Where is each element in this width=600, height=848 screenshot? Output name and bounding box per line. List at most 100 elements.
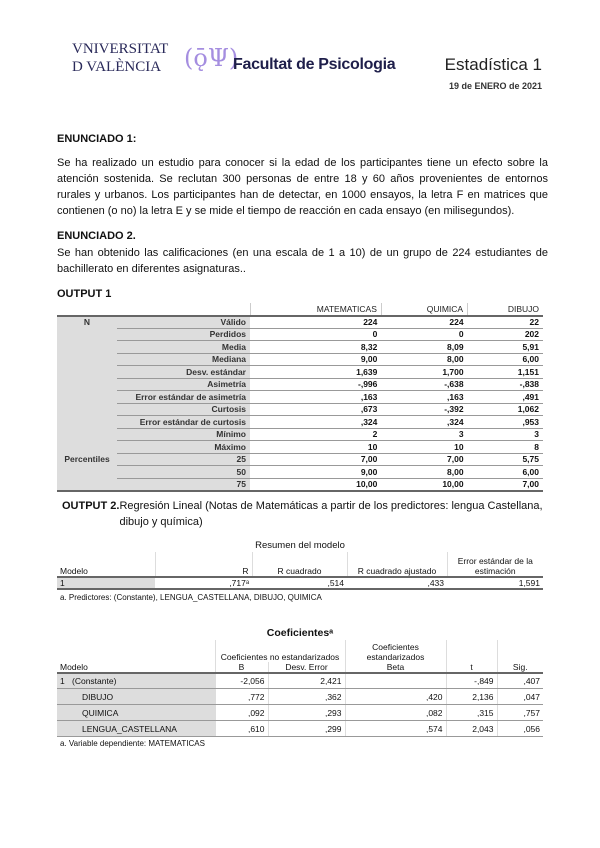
header-row: MATEMATICAS QUIMICA DIBUJO [57,303,543,317]
output1-heading: OUTPUT 1 [57,288,112,300]
table-row: 1 (Constante) -2,056 2,421 -,849,407 [57,672,543,689]
cell-value: 0 [381,328,468,341]
cell-value: ,293 [267,704,345,721]
row-group [57,440,117,453]
cell-value: ,324 [381,415,468,429]
table-row: Máximo 10 10 8 [57,440,543,454]
predictor-name: QUIMICA [82,707,119,718]
cell-value: ,757 [496,704,543,721]
cell-value: -,849 [445,672,497,689]
row-group [57,353,117,366]
cell-value: -,638 [381,378,468,391]
coefficients-title: Coeficientesᵃ [266,626,334,639]
table-row: 75 10,00 10,00 7,00 [57,478,543,492]
group-header-row: Coeficientes no estandarizados Coeficient… [57,639,543,662]
row-group [57,415,117,428]
blank-header [496,639,543,662]
column-header: QUIMICA [380,303,468,317]
row-group [57,403,117,416]
row-label: Mediana [117,353,250,366]
cell-value: 6,00 [467,353,543,366]
cell-value: 0 [250,328,382,341]
cell-value: 10,00 [250,478,382,492]
cell-value: 8,09 [381,340,468,354]
row-label: Error estándar de asimetría [117,390,250,404]
table-row: Perdidos 0 0 202 [57,328,543,341]
cell-value: 10,00 [381,478,468,492]
cell-value: ,491 [467,390,543,404]
blank-header [445,639,497,662]
cell-value: ,082 [344,704,446,721]
summary-note: a. Predictores: (Constante), LENGUA_CAST… [60,592,322,602]
column-header: B [214,661,268,674]
cell-value: -,392 [381,403,468,416]
table-row: Mediana 9,00 8,00 6,00 [57,353,543,366]
faculty-logo: Facultat de Psicologia [233,56,396,73]
cell-value: ,772 [214,688,268,705]
cell-value: 3 [467,428,543,441]
cell-value: ,420 [344,688,446,705]
cell-value: 1,591 [447,576,543,590]
column-header: Modelo [57,551,155,578]
row-label: Perdidos [117,328,250,341]
cell-value: ,324 [250,415,382,429]
cell-value: 224 [381,315,468,329]
cell-value: ,163 [250,390,382,404]
cell-value: 8,00 [381,353,468,366]
column-header: MATEMATICAS [249,303,382,317]
model-cell: 1 (Constante) [57,672,215,689]
cell-value: ,953 [467,415,543,429]
row-group [57,478,117,492]
table-row: 1,717ᵃ ,514,433 1,591 [57,576,543,590]
column-header: Error estándar de la estimación [446,551,543,578]
predictor-name: DIBUJO [82,691,114,702]
column-header: DIBUJO [467,303,543,317]
cell-value: 1,639 [250,365,382,379]
cell-value [344,672,446,689]
document-date: 19 de ENERO de 2021 [448,81,542,91]
column-header: Modelo [57,661,215,674]
cell-value: 9,00 [250,353,382,366]
output2-heading: OUTPUT 2. [62,499,120,512]
cell-value: 6,00 [467,465,543,479]
header-row: Modelo R R cuadrado R cuadrado ajustado Erro… [57,551,543,578]
cell-value: 2,421 [267,672,345,689]
table-row: LENGUA_CASTELLANA ,610,299,574 2,043,056 [57,720,543,737]
table-row: Error estándar de curtosis ,324,324,953 [57,415,543,429]
cell-value: 7,00 [381,453,468,466]
row-label: Media [117,340,250,354]
cell-value: -2,056 [214,672,268,689]
cell-value: 10 [381,440,468,454]
predictor-name: LENGUA_CASTELLANA [82,723,177,734]
cell-value: 1 [57,576,155,590]
row-group [57,378,117,391]
table-row: Curtosis ,673 -,392 1,062 [57,403,543,416]
row-label: 50 [117,465,250,479]
row-group [57,340,117,353]
cell-value: 1,062 [467,403,543,416]
row-label: 25 [117,453,250,466]
summary-title: Resumen del modelo [255,539,345,551]
model-cell: DIBUJO [57,688,215,705]
row-group [57,365,117,378]
row-label: Válido [117,315,250,329]
blank-header [57,640,215,662]
coefficients-table: Coeficientes no estandarizados Coeficient… [57,639,543,737]
row-group [57,428,117,441]
row-label: Curtosis [117,403,250,416]
cell-value: ,574 [344,720,446,737]
cell-value: ,056 [496,720,543,737]
cell-value: 8,32 [250,340,382,354]
psychology-logo-icon: (ǭΨ) [184,44,239,72]
cell-value: -,838 [467,378,543,391]
output2-description: Regresión Lineal (Notas de Matemáticas a… [119,499,543,528]
table-row: Percentiles 25 7,00 7,00 5,75 [57,453,543,466]
enunciado2-text: Se han obtenido las calificaciones (en u… [57,247,548,275]
enunciado1-text: Se ha realizado un estudio para conocer … [57,157,548,217]
cell-value: 2,136 [445,688,497,705]
table-row: 50 9,00 8,00 6,00 [57,465,543,479]
cell-value: 1,151 [467,365,543,379]
row-group [57,328,117,341]
row-label: Error estándar de curtosis [117,415,250,429]
table-row: QUIMICA ,092,293,082,315,757 [57,704,543,721]
